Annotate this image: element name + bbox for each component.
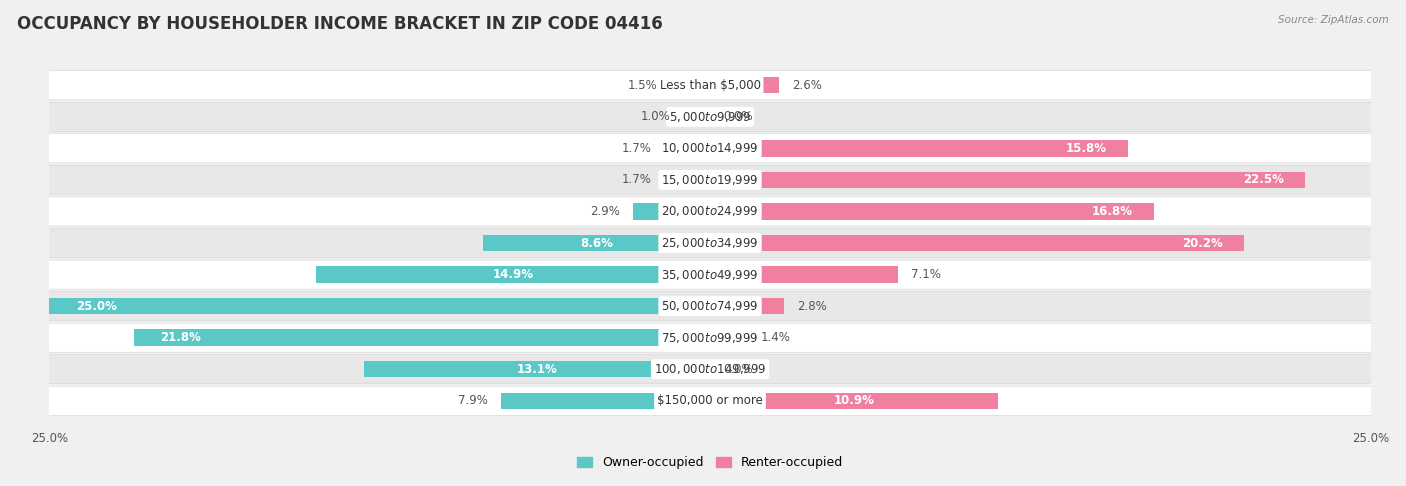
Text: 15.8%: 15.8% xyxy=(1066,142,1107,155)
Text: $150,000 or more: $150,000 or more xyxy=(657,394,763,407)
FancyBboxPatch shape xyxy=(35,165,1385,194)
Text: $10,000 to $14,999: $10,000 to $14,999 xyxy=(661,141,759,156)
Text: 21.8%: 21.8% xyxy=(160,331,201,344)
FancyBboxPatch shape xyxy=(35,386,1385,415)
Text: 1.5%: 1.5% xyxy=(627,79,657,92)
Bar xyxy=(665,140,710,156)
Text: $25,000 to $34,999: $25,000 to $34,999 xyxy=(661,236,759,250)
Bar xyxy=(710,172,1305,188)
Bar xyxy=(482,235,710,251)
FancyBboxPatch shape xyxy=(35,134,1385,163)
Bar xyxy=(49,298,710,314)
Bar xyxy=(710,330,747,346)
Text: 13.1%: 13.1% xyxy=(516,363,557,376)
Text: 1.4%: 1.4% xyxy=(761,331,790,344)
Text: OCCUPANCY BY HOUSEHOLDER INCOME BRACKET IN ZIP CODE 04416: OCCUPANCY BY HOUSEHOLDER INCOME BRACKET … xyxy=(17,15,662,33)
Bar xyxy=(710,393,998,409)
FancyBboxPatch shape xyxy=(35,228,1385,258)
Text: 22.5%: 22.5% xyxy=(1243,174,1284,187)
Text: 16.8%: 16.8% xyxy=(1092,205,1133,218)
Bar xyxy=(710,77,779,93)
FancyBboxPatch shape xyxy=(35,355,1385,384)
Text: 2.6%: 2.6% xyxy=(792,79,823,92)
Text: 20.2%: 20.2% xyxy=(1182,237,1223,249)
Text: 7.9%: 7.9% xyxy=(458,394,488,407)
Text: 10.9%: 10.9% xyxy=(834,394,875,407)
Text: 0.0%: 0.0% xyxy=(723,110,752,123)
Text: 0.0%: 0.0% xyxy=(723,363,752,376)
FancyBboxPatch shape xyxy=(35,292,1385,321)
FancyBboxPatch shape xyxy=(35,102,1385,131)
FancyBboxPatch shape xyxy=(35,197,1385,226)
Text: $75,000 to $99,999: $75,000 to $99,999 xyxy=(661,330,759,345)
Text: $15,000 to $19,999: $15,000 to $19,999 xyxy=(661,173,759,187)
Bar xyxy=(710,298,785,314)
Text: $20,000 to $24,999: $20,000 to $24,999 xyxy=(661,205,759,218)
Text: 14.9%: 14.9% xyxy=(492,268,534,281)
Text: Less than $5,000: Less than $5,000 xyxy=(659,79,761,92)
FancyBboxPatch shape xyxy=(35,71,1385,100)
Text: 2.8%: 2.8% xyxy=(797,299,827,312)
Text: $100,000 to $149,999: $100,000 to $149,999 xyxy=(654,362,766,376)
Bar xyxy=(683,108,710,125)
Bar xyxy=(501,393,710,409)
Text: $5,000 to $9,999: $5,000 to $9,999 xyxy=(669,110,751,124)
Bar xyxy=(665,172,710,188)
FancyBboxPatch shape xyxy=(35,260,1385,289)
Bar xyxy=(710,140,1128,156)
Bar xyxy=(671,77,710,93)
Bar xyxy=(710,203,1154,220)
Bar xyxy=(710,266,897,283)
Legend: Owner-occupied, Renter-occupied: Owner-occupied, Renter-occupied xyxy=(572,451,848,474)
Text: 1.7%: 1.7% xyxy=(621,142,652,155)
Bar xyxy=(710,235,1244,251)
Text: 1.0%: 1.0% xyxy=(641,110,671,123)
Text: 2.9%: 2.9% xyxy=(591,205,620,218)
Text: 25.0%: 25.0% xyxy=(76,299,117,312)
Bar xyxy=(364,361,710,378)
Text: 1.7%: 1.7% xyxy=(621,174,652,187)
Text: 7.1%: 7.1% xyxy=(911,268,941,281)
Text: Source: ZipAtlas.com: Source: ZipAtlas.com xyxy=(1278,15,1389,25)
Bar xyxy=(134,330,710,346)
Bar xyxy=(633,203,710,220)
Text: $50,000 to $74,999: $50,000 to $74,999 xyxy=(661,299,759,313)
Text: 8.6%: 8.6% xyxy=(579,237,613,249)
FancyBboxPatch shape xyxy=(35,323,1385,352)
Text: $35,000 to $49,999: $35,000 to $49,999 xyxy=(661,268,759,281)
Bar xyxy=(316,266,710,283)
